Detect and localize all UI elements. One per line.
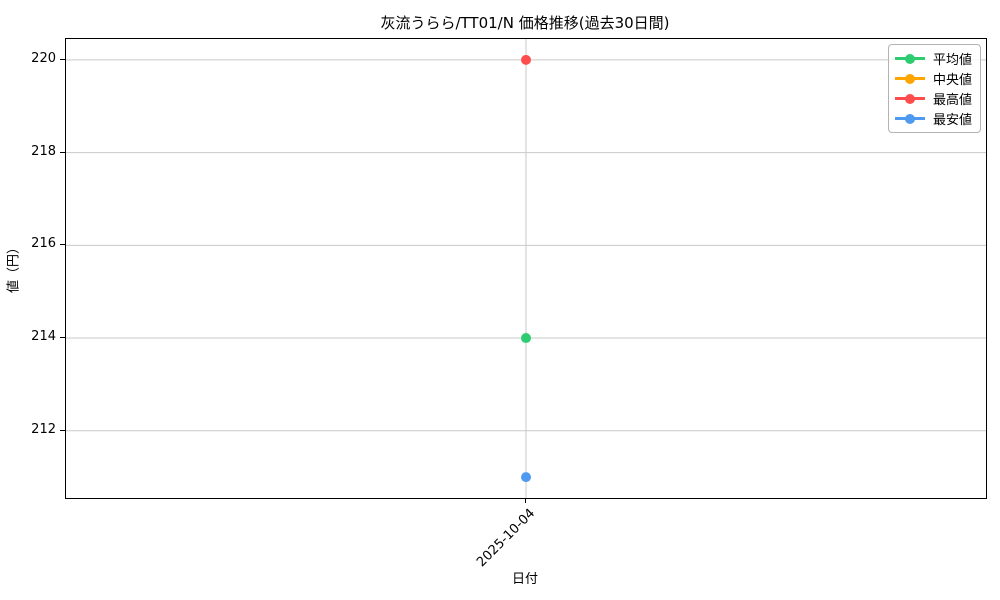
data-point-最安値 xyxy=(521,472,531,483)
y-tick-label: 216 xyxy=(31,236,56,252)
y-tick-mark xyxy=(60,244,65,246)
legend-item-平均値: 平均値 xyxy=(894,50,972,68)
x-tick-label: 2025-10-04 xyxy=(474,506,539,571)
data-point-最高値 xyxy=(521,54,531,65)
legend-item-中央値: 中央値 xyxy=(894,70,972,88)
legend-label: 中央値 xyxy=(932,73,972,88)
legend-line-marker-icon xyxy=(894,93,925,104)
legend: 平均値中央値最高値最安値 xyxy=(887,44,981,133)
y-tick-mark xyxy=(60,337,65,339)
legend-line-marker-icon xyxy=(894,73,925,84)
legend-line-marker-icon xyxy=(894,53,925,64)
y-tick-label: 218 xyxy=(31,143,56,159)
legend-item-最安値: 最安値 xyxy=(894,110,972,128)
x-tick-mark xyxy=(525,498,526,503)
y-tick-label: 220 xyxy=(31,50,56,66)
x-axis-label: 日付 xyxy=(511,572,538,587)
y-tick-mark xyxy=(60,429,65,431)
data-point-平均値 xyxy=(521,333,531,344)
chart-title: 灰流うらら/TT01/N 価格推移(過去30日間) xyxy=(380,14,670,32)
y-tick-label: 212 xyxy=(31,421,56,437)
y-tick-mark xyxy=(60,151,65,153)
legend-label: 最安値 xyxy=(932,113,972,128)
legend-label: 最高値 xyxy=(932,93,972,108)
y-tick-mark xyxy=(60,58,65,60)
y-tick-label: 214 xyxy=(31,329,56,345)
plot-canvas xyxy=(66,39,986,498)
legend-label: 平均値 xyxy=(932,53,972,68)
legend-line-marker-icon xyxy=(894,113,925,124)
legend-item-最高値: 最高値 xyxy=(894,90,972,108)
plot-area: 平均値中央値最高値最安値 xyxy=(65,38,987,499)
